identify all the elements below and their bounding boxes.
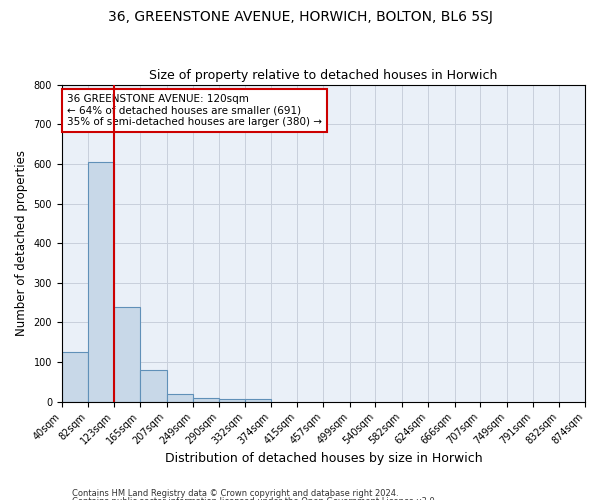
- Bar: [193, 398, 218, 402]
- Bar: [88, 162, 114, 402]
- Y-axis label: Number of detached properties: Number of detached properties: [15, 150, 28, 336]
- Text: 36, GREENSTONE AVENUE, HORWICH, BOLTON, BL6 5SJ: 36, GREENSTONE AVENUE, HORWICH, BOLTON, …: [107, 10, 493, 24]
- Bar: [218, 398, 245, 402]
- X-axis label: Distribution of detached houses by size in Horwich: Distribution of detached houses by size …: [164, 452, 482, 465]
- Bar: [140, 370, 167, 402]
- Title: Size of property relative to detached houses in Horwich: Size of property relative to detached ho…: [149, 69, 497, 82]
- Bar: [245, 398, 271, 402]
- Text: 36 GREENSTONE AVENUE: 120sqm
← 64% of detached houses are smaller (691)
35% of s: 36 GREENSTONE AVENUE: 120sqm ← 64% of de…: [67, 94, 322, 128]
- Bar: [167, 394, 193, 402]
- Text: Contains public sector information licensed under the Open Government Licence v3: Contains public sector information licen…: [72, 497, 437, 500]
- Text: Contains HM Land Registry data © Crown copyright and database right 2024.: Contains HM Land Registry data © Crown c…: [72, 488, 398, 498]
- Bar: [114, 308, 140, 402]
- Bar: [62, 352, 88, 402]
